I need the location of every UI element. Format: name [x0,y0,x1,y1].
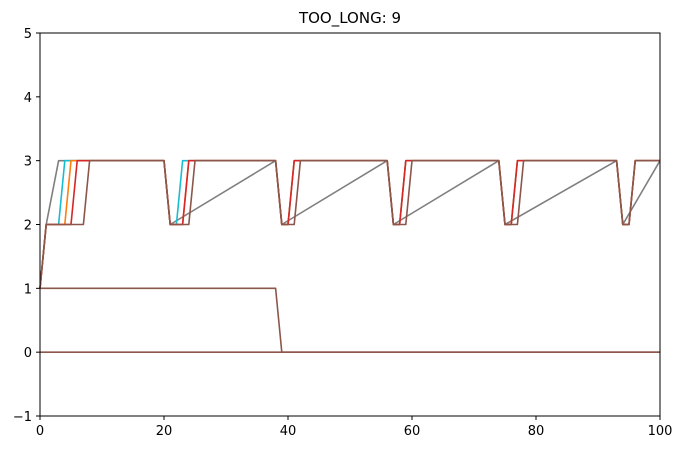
series-line-1 [39,159,660,289]
y-tick-label: 0 [24,346,32,361]
x-tick-label: 0 [36,424,44,439]
series-layer [39,159,661,353]
x-tick-label: 80 [528,424,545,439]
y-tick-label: 3 [24,155,32,170]
series-line-3 [39,159,660,289]
x-tick-label: 40 [280,424,297,439]
series-line-2 [39,159,660,289]
y-tick-label: 5 [24,27,32,42]
chart-title: TOO_LONG: 9 [298,9,401,28]
y-tick-label: 1 [24,282,32,297]
x-tick-label: 100 [648,424,673,439]
x-tick-label: 20 [156,424,173,439]
y-tick-label: −1 [13,410,32,425]
axes-layer: 0 20 40 60 80 100 −1 0 1 2 3 4 5 [13,27,673,439]
x-tick-label: 60 [404,424,421,439]
plot-frame [39,32,661,417]
series-line-0 [39,159,661,289]
series-line-4 [39,159,660,289]
y-tick-label: 4 [24,91,32,106]
series-line-5 [40,287,660,353]
y-tick-label: 2 [24,219,32,234]
